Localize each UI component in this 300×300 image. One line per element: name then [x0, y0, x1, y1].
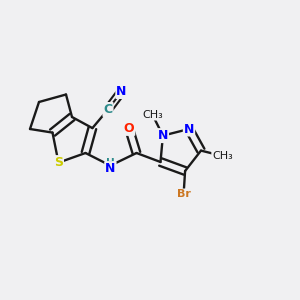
Text: N: N — [184, 122, 194, 136]
Text: N: N — [105, 162, 116, 175]
Text: C: C — [103, 103, 112, 116]
Text: CH₃: CH₃ — [212, 151, 233, 161]
Text: S: S — [54, 156, 63, 169]
Text: Br: Br — [177, 189, 190, 200]
Text: CH₃: CH₃ — [142, 110, 163, 120]
Text: N: N — [116, 85, 127, 98]
Text: O: O — [124, 122, 134, 135]
Text: N: N — [158, 129, 168, 142]
Text: H: H — [106, 158, 115, 168]
